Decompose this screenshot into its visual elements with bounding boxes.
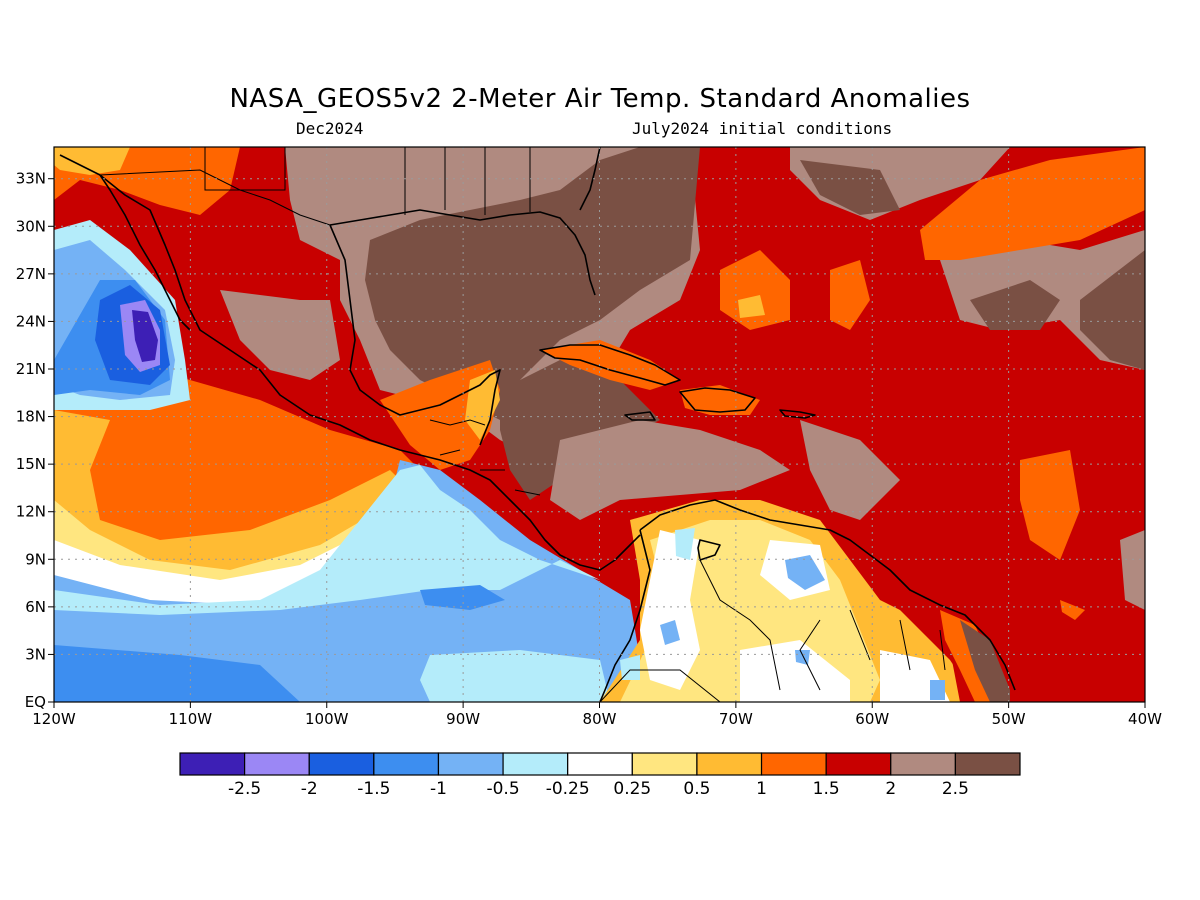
sa-paleblue (620, 528, 695, 680)
x-tick-label: 120W (32, 710, 76, 728)
colorbar-swatch (567, 752, 633, 776)
baja-deep-purple (132, 310, 158, 362)
atlantic-brown-east (970, 250, 1145, 370)
colorbar: -2.5 -2 -1.5 -1 -0.5 -0.25 0.25 0.5 1 1.5 2 2.5 (179, 752, 1021, 799)
x-tick-label: 90W (446, 710, 480, 728)
colorbar-swatch (954, 752, 1021, 776)
pacific-paleblue-zone (54, 465, 600, 615)
x-tick-label: 40W (1128, 710, 1162, 728)
map-title-text: NASA_GEOS5v2 2-Meter Air Temp. Standard … (229, 84, 971, 114)
coastlines (59, 147, 1016, 702)
atlantic-orange-blob-1 (720, 250, 790, 330)
political-borders (99, 147, 946, 702)
colorbar-label: -1.5 (357, 779, 390, 799)
atlantic-orange-blob-2 (830, 260, 870, 330)
y-tick-label: 30N (16, 217, 46, 235)
colorbar-swatch (437, 752, 504, 776)
colorbar-label: 2 (885, 779, 896, 799)
colorbar-swatch (631, 752, 698, 776)
pacific-blue-blob (420, 585, 505, 610)
colorbar-label: 1.5 (813, 779, 840, 799)
graticule (54, 147, 1145, 702)
colorbar-swatch (825, 752, 892, 776)
colorbar-label: -0.25 (546, 779, 590, 799)
y-tick-label: 3N (25, 645, 46, 663)
nw-lightorange (54, 147, 130, 175)
y-axis: EQ 3N 6N 9N 12N 15N 18N 21N 24N 27N 30N 33N (16, 170, 54, 711)
y-tick-label: 27N (16, 265, 46, 283)
colorbar-label: 1 (756, 779, 767, 799)
caribbean-brown (500, 360, 660, 500)
colorbar-swatch (502, 752, 569, 776)
colorbar-label: -1 (430, 779, 447, 799)
colorbar-label: -0.5 (486, 779, 519, 799)
colorbar-swatch (244, 752, 310, 776)
x-tick-label: 110W (169, 710, 213, 728)
y-tick-label: 24N (16, 312, 46, 330)
x-axis: 120W 110W 100W 90W 80W 70W 60W 50W 40W (32, 702, 1162, 728)
colorbar-label: 0.25 (613, 779, 651, 799)
atlantic-tan-south (1120, 530, 1145, 610)
x-tick-label: 70W (719, 710, 753, 728)
pacific-paleblue-south (420, 650, 610, 702)
colorbar-swatch (760, 752, 827, 776)
caribbean-tan (550, 420, 790, 520)
y-tick-label: 6N (25, 598, 46, 616)
colorbar-label: -2 (301, 779, 318, 799)
y-tick-label: 9N (25, 550, 46, 568)
atlantic-brown-north (800, 160, 900, 215)
colorbar-swatch (696, 752, 763, 776)
colorbar-swatch (179, 752, 246, 776)
atlantic-lightorange-blob (738, 295, 765, 318)
atlantic-orange-blob-4 (1060, 600, 1085, 620)
colorbar-label: 2.5 (942, 779, 969, 799)
subtitle-initial-conditions: July2024 initial conditions (632, 119, 893, 138)
atlantic-tan-mid (800, 420, 900, 520)
colorbar-swatch (373, 752, 440, 776)
guianas-brown (960, 620, 1010, 702)
y-tick-label: 15N (16, 455, 46, 473)
colorbar-label: -2.5 (228, 779, 261, 799)
colorbar-swatch (308, 752, 375, 776)
y-tick-label: 33N (16, 170, 46, 188)
colorbar-swatch (890, 752, 956, 776)
colorbar-label: 0.5 (683, 779, 710, 799)
anomaly-field (54, 147, 1145, 702)
x-tick-label: 100W (305, 710, 349, 728)
subtitle-valid-month: Dec2024 (296, 119, 364, 138)
x-tick-label: 60W (855, 710, 889, 728)
atlantic-orange-blob-3 (1020, 450, 1080, 560)
map-title: NASA_GEOS5v2 2-Meter Air Temp. Standard … (0, 84, 1200, 114)
cuba-anomaly (540, 340, 680, 390)
y-tick-label: 18N (16, 408, 46, 426)
mexico-tan (220, 290, 340, 380)
atlantic-orange-band (920, 147, 1145, 260)
x-tick-label: 80W (583, 710, 617, 728)
y-tick-label: 12N (16, 503, 46, 521)
y-tick-label: EQ (25, 693, 46, 711)
pacific-blue-south (54, 645, 300, 702)
y-tick-label: 21N (16, 360, 46, 378)
sa-lightblue (660, 555, 945, 700)
x-tick-label: 50W (992, 710, 1026, 728)
